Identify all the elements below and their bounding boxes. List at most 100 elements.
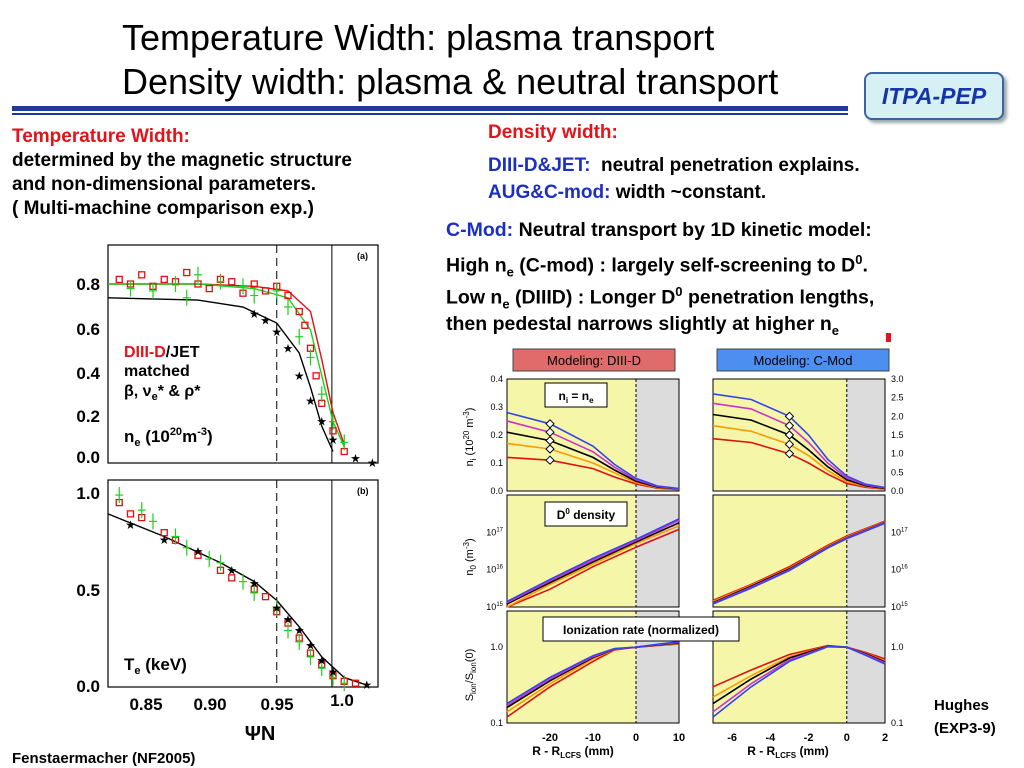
density-width-heading: Density width: [488,122,618,143]
slide-title-line-1: Temperature Width: plasma transport [122,17,715,58]
ytick-ni-left-2: 0.2 [490,430,503,440]
title-rule-thin [12,113,848,115]
pedestal-text: then pedestal narrows slightly at higher… [446,313,832,335]
pedestal-line: then pedestal narrows slightly at higher… [446,312,839,343]
high-ne-text-a: High n [446,254,507,277]
series-2-point: ★ [249,307,260,321]
ne-label-b: (10 [141,427,170,446]
series-0-point [138,271,146,279]
model-curve-1 [712,424,886,490]
ytick-n0-right-0: 1015 [891,602,908,612]
ytick-n0-left-1: 1016 [486,565,503,575]
model-curve-3 [506,519,680,604]
box-d0-sup: 0 [565,507,570,516]
xtick-1-4: 2 [882,732,888,744]
model-curve-2 [506,522,680,605]
xtick-0-0: -20 [542,732,558,744]
ytick-b-1: 0.5 [76,581,100,600]
series-1-point [329,669,337,686]
series-1-point [149,282,157,299]
series-0-point [205,284,213,293]
ylabel-n0: n0 (m-3) [462,538,478,575]
sol-region [846,611,885,723]
panel-a-marks: ★ ★★★★★★★★ ★ [107,245,378,470]
series-2-point: ★ [294,369,305,383]
series-0-point [351,679,360,687]
series-1-point [216,554,225,571]
pedestal-sub: e [831,322,839,338]
ytick-a-1: 0.6 [76,320,100,339]
series-2-point: ★ [328,433,339,447]
series-2-point: ★ [361,678,372,692]
series-1-point [182,289,191,306]
series-0-point [250,280,258,288]
ytick-ni-left-1: 0.3 [490,402,503,412]
pedestal-marker [545,435,555,446]
ytick-a-0: 0.8 [76,275,100,294]
ytick-b-0: 1.0 [76,484,100,503]
box-ni-frame [544,382,608,408]
subplot-frame [506,610,680,724]
box-ni-sub: i [566,396,568,405]
pedestal-marker [784,448,795,459]
header-diiid: Modeling: DIII-D [547,353,641,368]
ytick-ni-right-1: 2.5 [891,393,904,403]
series-2-point: ★ [193,545,204,559]
series-1-point [250,287,259,304]
series-2-point: ★ [260,314,271,328]
series-1-point [171,528,180,545]
subplot-frame [712,610,886,724]
te-label-b: (keV) [141,655,187,674]
pedestal-marker [784,420,795,431]
temperature-width-heading: Temperature Width: [12,126,190,147]
series-0-point [228,574,236,582]
subplot-1-1 [712,494,886,608]
annot-diiid-jet: DIII-D/JET [124,344,200,361]
series-0-point [284,291,292,300]
itpa-pep-badge: ITPA-PEP [864,72,1004,120]
series-2-point: ★ [271,325,282,339]
xlabel-diiid-sub: LCFS [560,751,582,760]
high-ne-line: High ne (C-mod) : largely self-screening… [446,248,868,284]
pedestal-marker [545,444,555,454]
series-0-point [126,510,135,518]
ytick-sion-left-1: 0.1 [490,718,503,728]
subplot-1-0 [712,378,886,492]
ytick-sion-right-0: 1.0 [891,642,904,652]
annot-params-sub: e [152,391,158,403]
series-1-point [284,622,292,639]
red-marker [886,333,891,342]
low-ne-text-c: penetration lengths, [682,286,875,309]
model-curve-3 [712,402,886,489]
xtick-1-3: 0 [844,732,850,744]
ytick-n0-right-2: 1017 [891,527,908,537]
credit-right-2: (EXP3-9) [934,720,996,737]
credit-right-1: Hughes [934,697,990,714]
xlabel-cmod-sub: LCFS [775,751,797,760]
model-curve-2 [712,413,886,490]
series-2-point: ★ [294,624,305,638]
ytick-n0-left-0: 1015 [486,602,503,612]
xtick-0-3: 10 [673,732,685,744]
series-1-point [340,434,349,451]
te-label-a: T [124,655,135,674]
sol-region [846,379,885,491]
low-ne-line: Low ne (DIIID) : Longer D0 penetration l… [446,280,874,316]
ne-label-sub: e [134,437,140,449]
series-1-point [272,599,281,616]
pedestal-marker [784,411,795,422]
model-curve-4 [712,522,886,605]
box-d0-a: D [557,508,566,522]
subplot-frame [506,494,680,608]
left-figure: (a) ★ ★★★★★★★★ ★ (b) ★★★★★★★★★★★★ 0.8 0.6 … [76,244,379,745]
series-1-point [171,276,180,293]
badge-label: ITPA-PEP [881,82,987,109]
series-2-point: ★ [316,654,327,668]
low-ne-text-b: (DIIID) : Longer D [509,286,676,309]
panel-b-marks: ★★★★★★★★★★★★ [107,480,372,692]
pedestal-marker [545,427,555,437]
pedestal-marker [545,455,555,465]
series-1-point [284,298,292,315]
series-2-point: ★ [305,394,316,408]
aug-cmod-text: width ~constant. [615,182,767,203]
